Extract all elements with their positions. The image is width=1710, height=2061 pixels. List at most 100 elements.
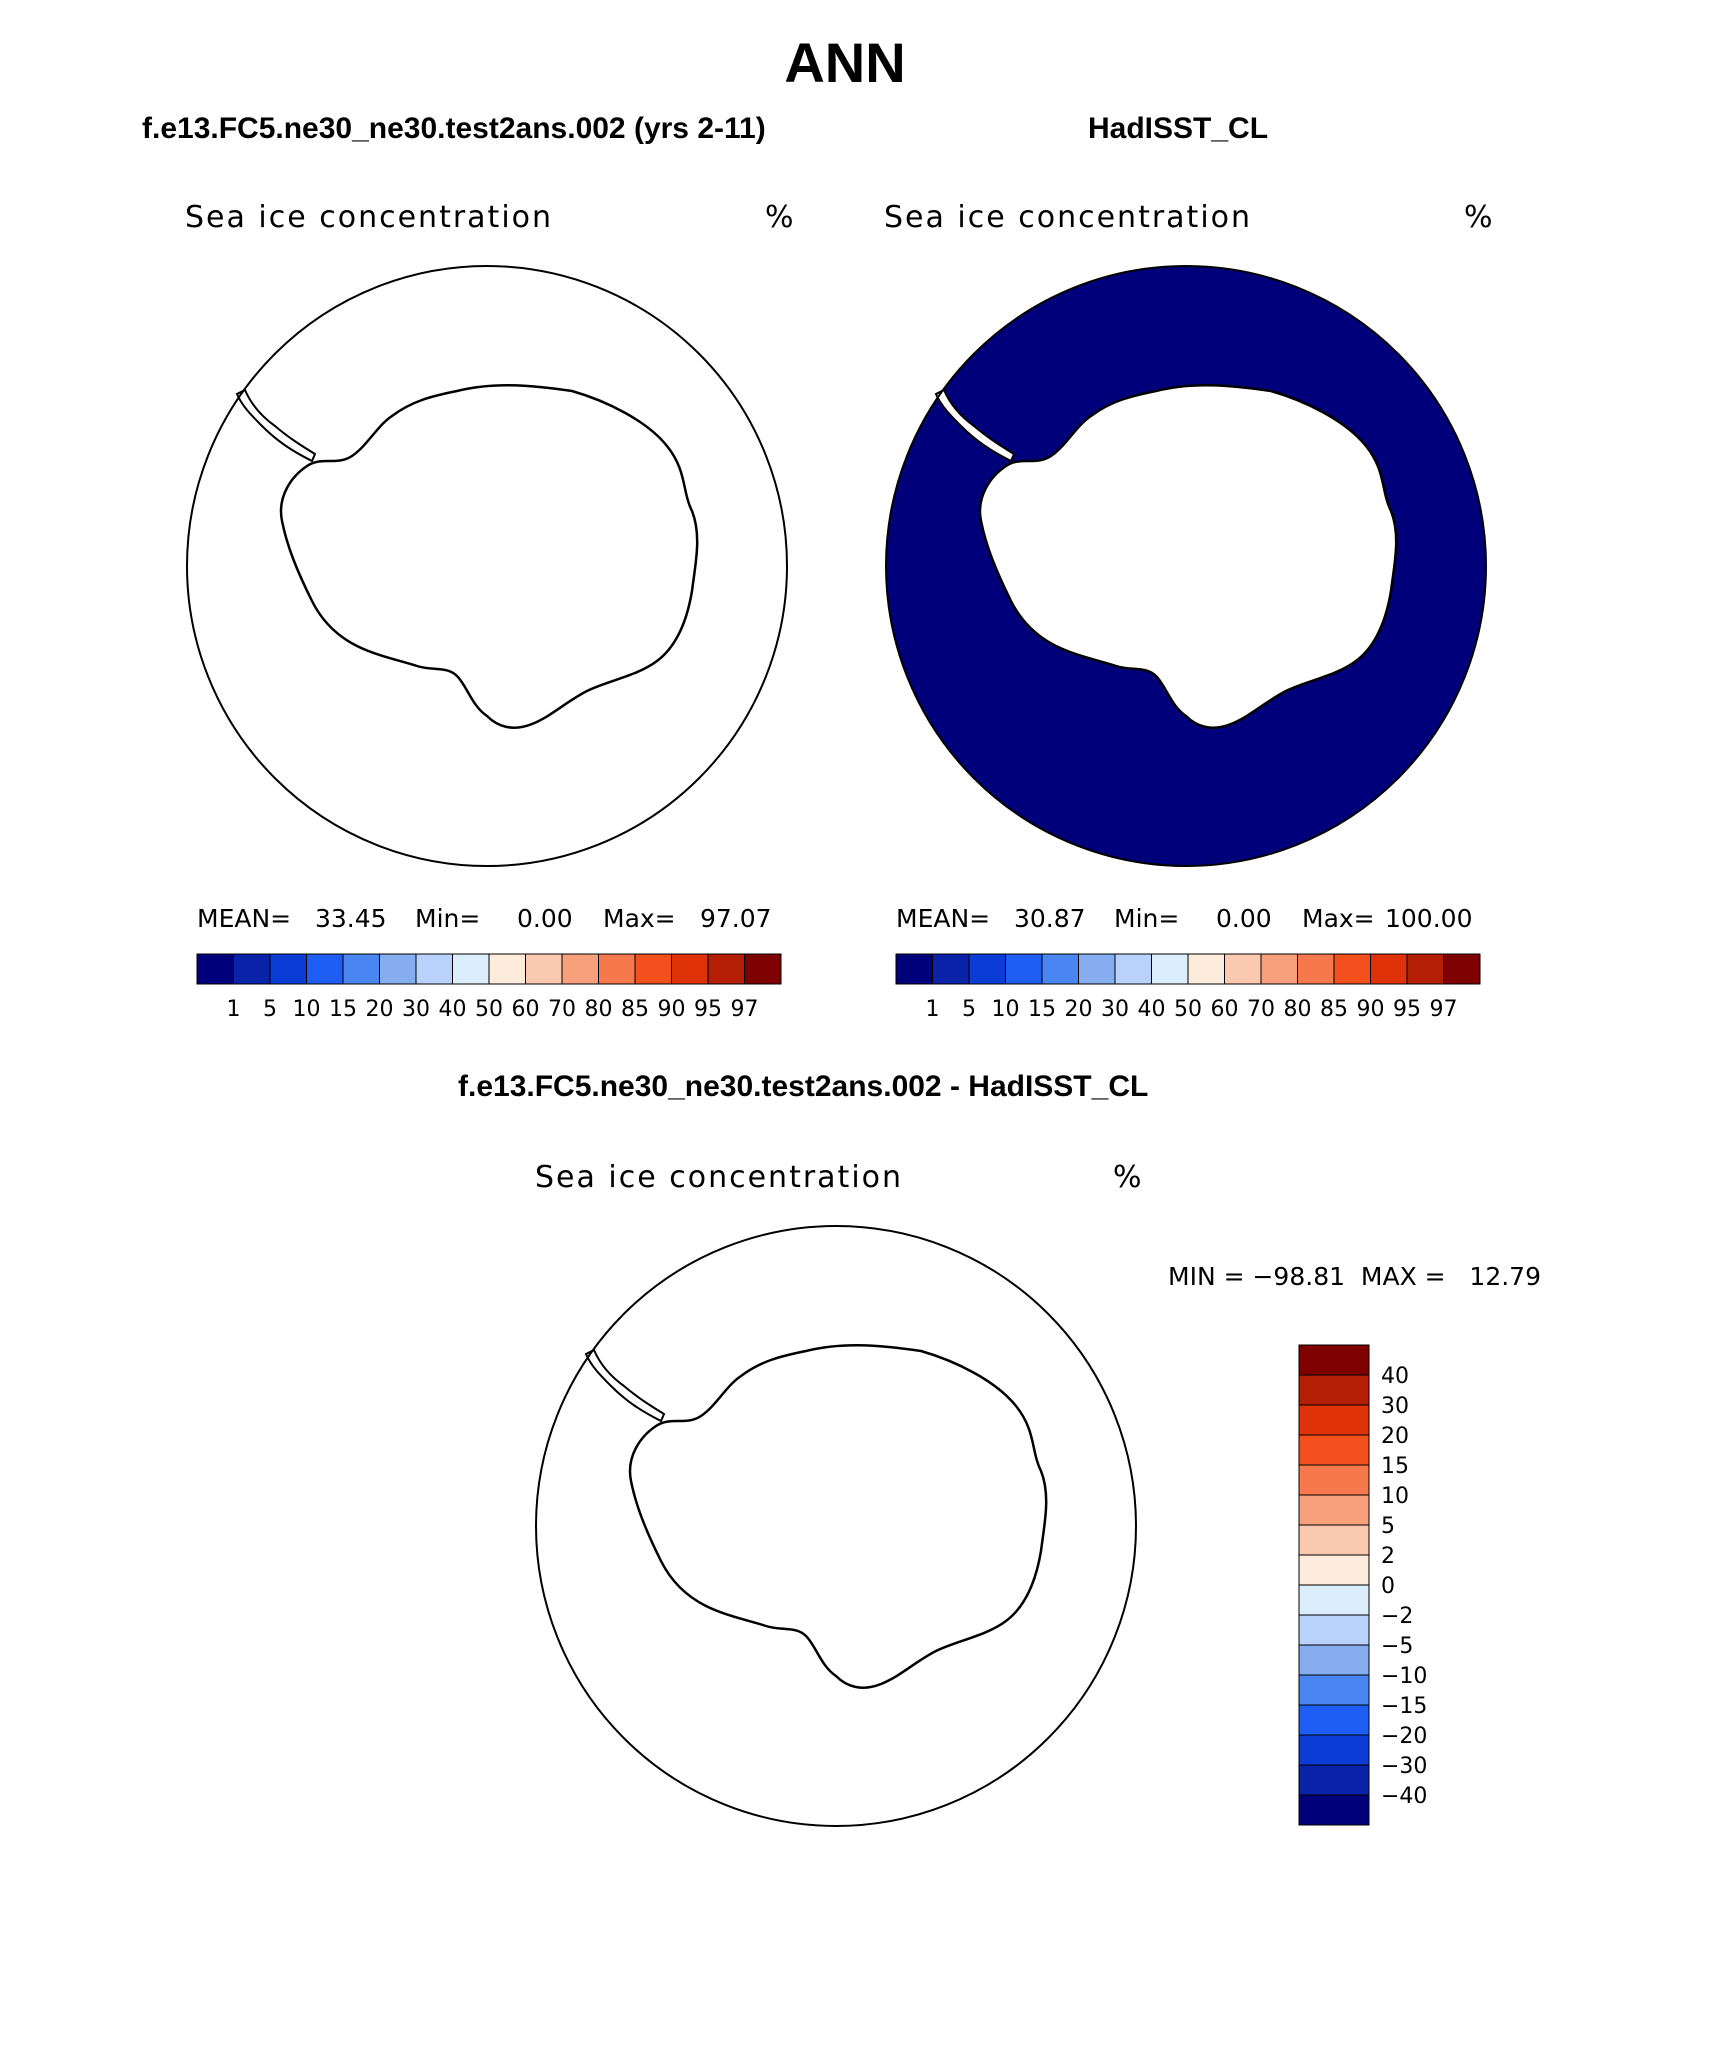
colorbar-box (707, 953, 745, 985)
colorbar-box (1298, 1554, 1370, 1586)
colorbar-box (233, 953, 271, 985)
colorbar-tick-label: 97 (731, 997, 759, 1022)
colorbar-box (1298, 1464, 1370, 1496)
colorbar-tick-label: 90 (1357, 997, 1385, 1022)
colorbar-tick-label: 10 (992, 997, 1020, 1022)
colorbar-tick-label: 5 (1381, 1514, 1395, 1539)
colorbar-box (1333, 953, 1371, 985)
colorbar-box (561, 953, 599, 985)
obs-max-value: 100.00 (1385, 904, 1473, 933)
colorbar-tick-label: 30 (402, 997, 430, 1022)
colorbar-tick-label: −20 (1381, 1724, 1427, 1749)
colorbar-tick-label: 20 (1065, 997, 1093, 1022)
colorbar-tick-label: −40 (1381, 1784, 1427, 1809)
colorbar-box (1114, 953, 1152, 985)
colorbar-box (1151, 953, 1189, 985)
colorbar-box (1224, 953, 1262, 985)
colorbar-box (196, 953, 234, 985)
colorbar-box (1260, 953, 1298, 985)
model-colorbar: 1 5 10 15 20 30 40 50 60 70 80 85 90 95 97 (196, 953, 782, 1022)
colorbar-tick-label: 40 (1381, 1364, 1409, 1389)
colorbar-box (1298, 1794, 1370, 1826)
obs-case-title: HadISST_CL (1088, 112, 1269, 145)
colorbar-tick-label: 70 (1247, 997, 1275, 1022)
obs-min-label: Min= (1114, 904, 1180, 933)
colorbar-box (744, 953, 782, 985)
colorbar-box (1298, 1764, 1370, 1796)
diff-plot-title: Sea ice concentration (535, 1160, 904, 1195)
colorbar-box (1298, 1524, 1370, 1556)
colorbar-box (1443, 953, 1481, 985)
colorbar-box (598, 953, 636, 985)
main-title: ANN (784, 31, 906, 94)
colorbar-tick-label: 50 (1174, 997, 1202, 1022)
colorbar-tick-label: 15 (1028, 997, 1056, 1022)
colorbar-tick-label: 10 (293, 997, 321, 1022)
colorbar-tick-label: 50 (475, 997, 503, 1022)
colorbar-box (379, 953, 417, 985)
obs-plot-title: Sea ice concentration (884, 200, 1253, 235)
colorbar-tick-label: 40 (439, 997, 467, 1022)
diff-minmax: MIN = −98.81 MAX = 12.79 (1168, 1262, 1541, 1291)
diff-units: % (1113, 1160, 1144, 1195)
colorbar-tick-label: 10 (1381, 1484, 1409, 1509)
colorbar-tick-label: 30 (1101, 997, 1129, 1022)
colorbar-tick-label: 80 (585, 997, 613, 1022)
obs-colorbar: 1 5 10 15 20 30 40 50 60 70 80 85 90 95 97 (895, 953, 1481, 1022)
colorbar-box (1298, 1434, 1370, 1466)
colorbar-box (895, 953, 933, 985)
obs-min-value: 0.00 (1216, 904, 1272, 933)
colorbar-box (306, 953, 344, 985)
model-map (186, 265, 793, 867)
colorbar-tick-label: 80 (1284, 997, 1312, 1022)
colorbar-tick-label: 95 (1393, 997, 1421, 1022)
colorbar-box (1298, 1404, 1370, 1436)
colorbar-box (415, 953, 453, 985)
model-mean-value: 33.45 (315, 904, 387, 933)
colorbar-box (1187, 953, 1225, 985)
colorbar-box (1005, 953, 1043, 985)
colorbar-tick-label: 30 (1381, 1394, 1409, 1419)
diff-case-title: f.e13.FC5.ne30_ne30.test2ans.002 - HadIS… (458, 1070, 1149, 1103)
colorbar-tick-label: 5 (962, 997, 976, 1022)
colorbar-tick-label: 0 (1381, 1574, 1395, 1599)
colorbar-tick-label: 70 (548, 997, 576, 1022)
colorbar-tick-label: −2 (1381, 1604, 1413, 1629)
colorbar-box (1298, 1614, 1370, 1646)
colorbar-tick-label: 2 (1381, 1544, 1395, 1569)
model-max-value: 97.07 (700, 904, 772, 933)
colorbar-tick-label: −5 (1381, 1634, 1413, 1659)
colorbar-box (1298, 1704, 1370, 1736)
colorbar-tick-label: −10 (1381, 1664, 1427, 1689)
colorbar-box (671, 953, 709, 985)
colorbar-tick-label: 15 (1381, 1454, 1409, 1479)
colorbar-tick-label: 90 (658, 997, 686, 1022)
diff-map (535, 1225, 1137, 1827)
model-plot-title: Sea ice concentration (185, 200, 554, 235)
colorbar-tick-label: −30 (1381, 1754, 1427, 1779)
colorbar-tick-label: 85 (1320, 997, 1348, 1022)
colorbar-tick-label: 20 (1381, 1424, 1409, 1449)
colorbar-tick-label: −15 (1381, 1694, 1427, 1719)
colorbar-box (1298, 1584, 1370, 1616)
colorbar-box (488, 953, 526, 985)
colorbar-box (1406, 953, 1444, 985)
colorbar-box (1298, 1674, 1370, 1706)
colorbar-tick-label: 15 (329, 997, 357, 1022)
model-units: % (765, 200, 796, 235)
colorbar-box (525, 953, 563, 985)
colorbar-box (1298, 1344, 1370, 1376)
obs-units: % (1464, 200, 1495, 235)
model-min-label: Min= (415, 904, 481, 933)
colorbar-box (634, 953, 672, 985)
colorbar-box (1298, 1494, 1370, 1526)
colorbar-box (342, 953, 380, 985)
colorbar-tick-label: 5 (263, 997, 277, 1022)
colorbar-tick-label: 1 (227, 997, 241, 1022)
colorbar-tick-label: 97 (1430, 997, 1458, 1022)
obs-mean-value: 30.87 (1014, 904, 1086, 933)
obs-max-label: Max= (1302, 904, 1375, 933)
obs-mean-label: MEAN= (896, 904, 991, 933)
colorbar-tick-label: 95 (694, 997, 722, 1022)
